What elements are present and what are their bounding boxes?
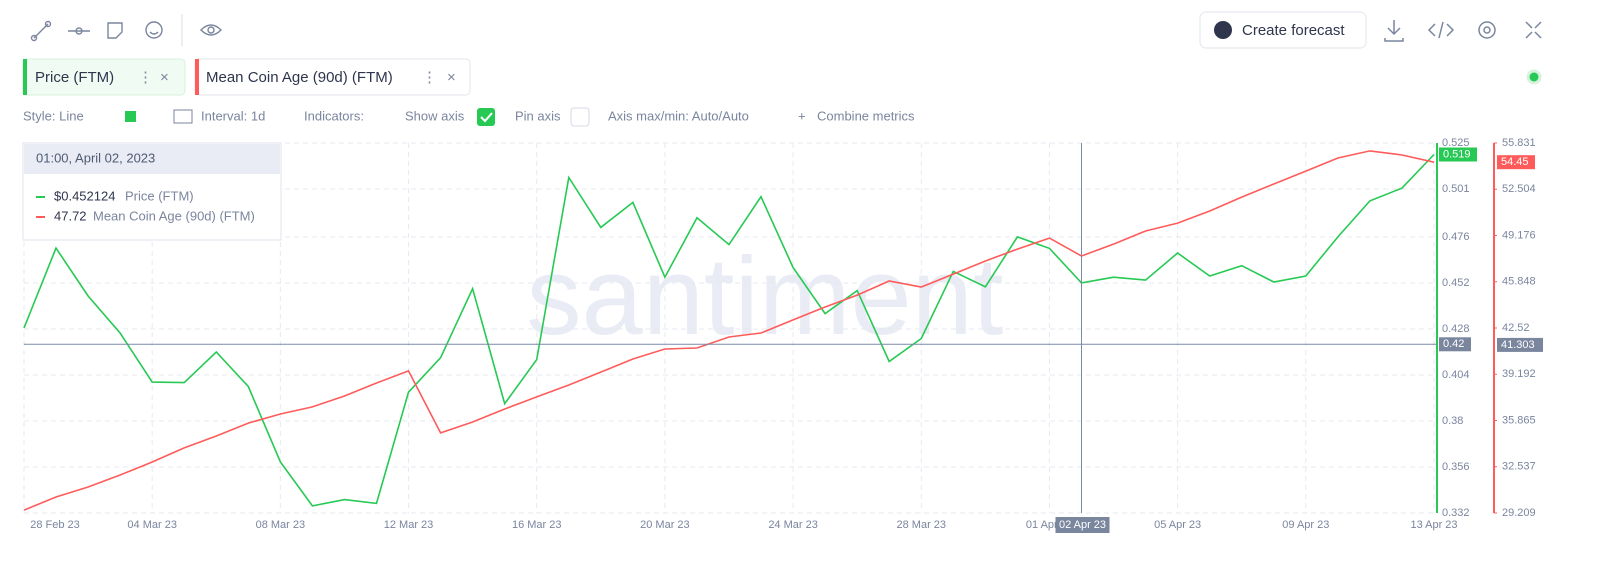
last-value-label: 0.519	[1443, 148, 1471, 160]
chip-color	[195, 59, 199, 95]
chip-menu[interactable]: ⋮	[422, 69, 437, 86]
pin-axis-checkbox[interactable]	[570, 107, 590, 127]
y-tick-label: 0.476	[1442, 231, 1470, 243]
crosshair-y2-badge	[1497, 337, 1543, 352]
crosshair-y-badge	[1439, 337, 1471, 352]
x-tick-label: 20 Mar 23	[640, 519, 690, 531]
y-tick-label: 0.38	[1442, 415, 1463, 427]
pin-axis-setting[interactable]: Pin axis	[515, 108, 561, 123]
chip-menu[interactable]: ⋮	[138, 69, 153, 86]
watermark: santiment	[527, 235, 1004, 358]
y-tick-label: 0.356	[1442, 461, 1470, 473]
last-value-badge	[1439, 147, 1477, 162]
tooltip-value: 47.72	[54, 208, 87, 223]
y2-tick-label: 49.176	[1502, 229, 1536, 241]
last-value-badge	[1497, 155, 1535, 170]
show-axis-setting[interactable]: Show axis	[405, 108, 465, 123]
y-tick-label: 0.428	[1442, 323, 1470, 335]
x-tick-label: 08 Mar 23	[256, 519, 306, 531]
tooltip-title: 01:00, April 02, 2023	[36, 150, 155, 165]
y2-tick-label: 39.192	[1502, 368, 1536, 380]
interval-icon	[173, 109, 193, 124]
show-axis-checkbox[interactable]	[477, 108, 495, 126]
color-setting[interactable]	[125, 111, 136, 122]
series-line	[23, 153, 1435, 507]
toolbar-icons[interactable]	[30, 14, 222, 46]
y-tick-label: 0.501	[1442, 183, 1470, 195]
interval-setting[interactable]: Interval: 1d	[201, 108, 265, 123]
series-line	[23, 150, 1435, 511]
y2-tick-label: 35.865	[1502, 414, 1536, 426]
x-tick-label: 04 Mar 23	[127, 519, 177, 531]
crosshair-y-label: 0.42	[1443, 338, 1464, 350]
y2-tick-label: 42.52	[1502, 322, 1530, 334]
indicators-setting[interactable]: Indicators:	[304, 108, 364, 123]
chip-color	[23, 59, 27, 95]
axis-minmax-setting[interactable]: Axis max/min: Auto/Auto	[608, 108, 749, 123]
y-tick-label: 0.332	[1442, 507, 1470, 519]
y-tick-label: 0.525	[1442, 137, 1470, 149]
y2-tick-label: 52.504	[1502, 183, 1536, 195]
x-tick-label: 28 Mar 23	[897, 519, 947, 531]
tooltip-value: $0.452124	[54, 188, 115, 203]
x-tick-label: 13 Apr 23	[1410, 519, 1457, 531]
tooltip-metric: Price (FTM)	[125, 188, 194, 203]
y2-tick-label: 45.848	[1502, 276, 1536, 288]
toolbar-right-icons[interactable]	[1384, 20, 1542, 42]
tooltip-header	[24, 144, 280, 174]
x-tick-label: 24 Mar 23	[768, 519, 818, 531]
crosshair-x-label: 02 Apr 23	[1059, 519, 1106, 531]
y2-tick-label: 55.831	[1502, 137, 1536, 149]
x-tick-label: 05 Apr 23	[1154, 519, 1201, 531]
forecast-button[interactable]	[1199, 11, 1367, 49]
tooltip: 01:00, April 02, 2023 $0.452124 Price (F…	[22, 142, 282, 241]
combine-setting[interactable]: Combine metrics	[817, 108, 915, 123]
style-setting[interactable]: Style: Line	[23, 108, 84, 123]
y2-tick-label: 29.209	[1502, 507, 1536, 519]
y2-tick-label: 32.537	[1502, 461, 1536, 473]
chip-close[interactable]: ×	[160, 69, 169, 86]
y-tick-label: 0.404	[1442, 369, 1470, 381]
y-tick-label: 0.452	[1442, 277, 1470, 289]
crosshair-x-badge	[1055, 517, 1110, 533]
forecast-label[interactable]: Create forecast	[1242, 22, 1345, 39]
x-tick-label: 12 Mar 23	[384, 519, 434, 531]
x-tick-label: 16 Mar 23	[512, 519, 562, 531]
combine-icon: +	[798, 108, 806, 123]
status-dot	[1526, 69, 1542, 85]
x-tick-label: 28 Feb 23	[30, 519, 80, 531]
last-value-label: 54.45	[1501, 156, 1529, 168]
chip-label: Mean Coin Age (90d) (FTM)	[206, 69, 393, 86]
chip-close[interactable]: ×	[447, 69, 456, 86]
chip-label: Price (FTM)	[35, 69, 114, 86]
check-mark	[480, 112, 493, 123]
crosshair-y2-label: 41.303	[1501, 339, 1535, 351]
forecast-icon	[1214, 21, 1232, 39]
tooltip-metric: Mean Coin Age (90d) (FTM)	[93, 208, 255, 223]
x-tick-label: 09 Apr 23	[1282, 519, 1329, 531]
